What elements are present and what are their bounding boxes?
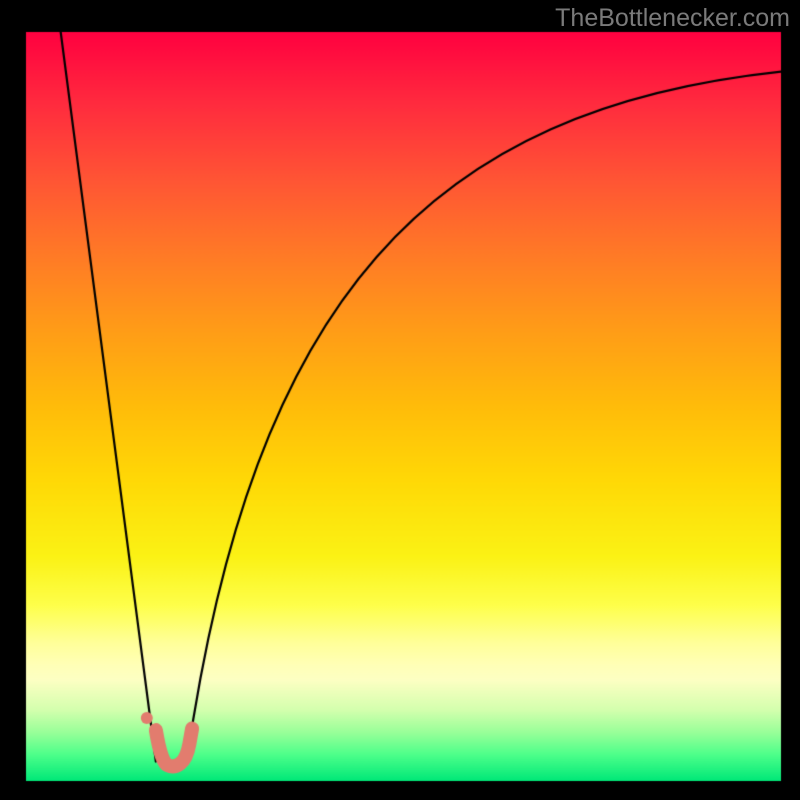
bottleneck-curve-chart — [0, 0, 800, 800]
chart-container: TheBottlenecker.com — [0, 0, 800, 800]
